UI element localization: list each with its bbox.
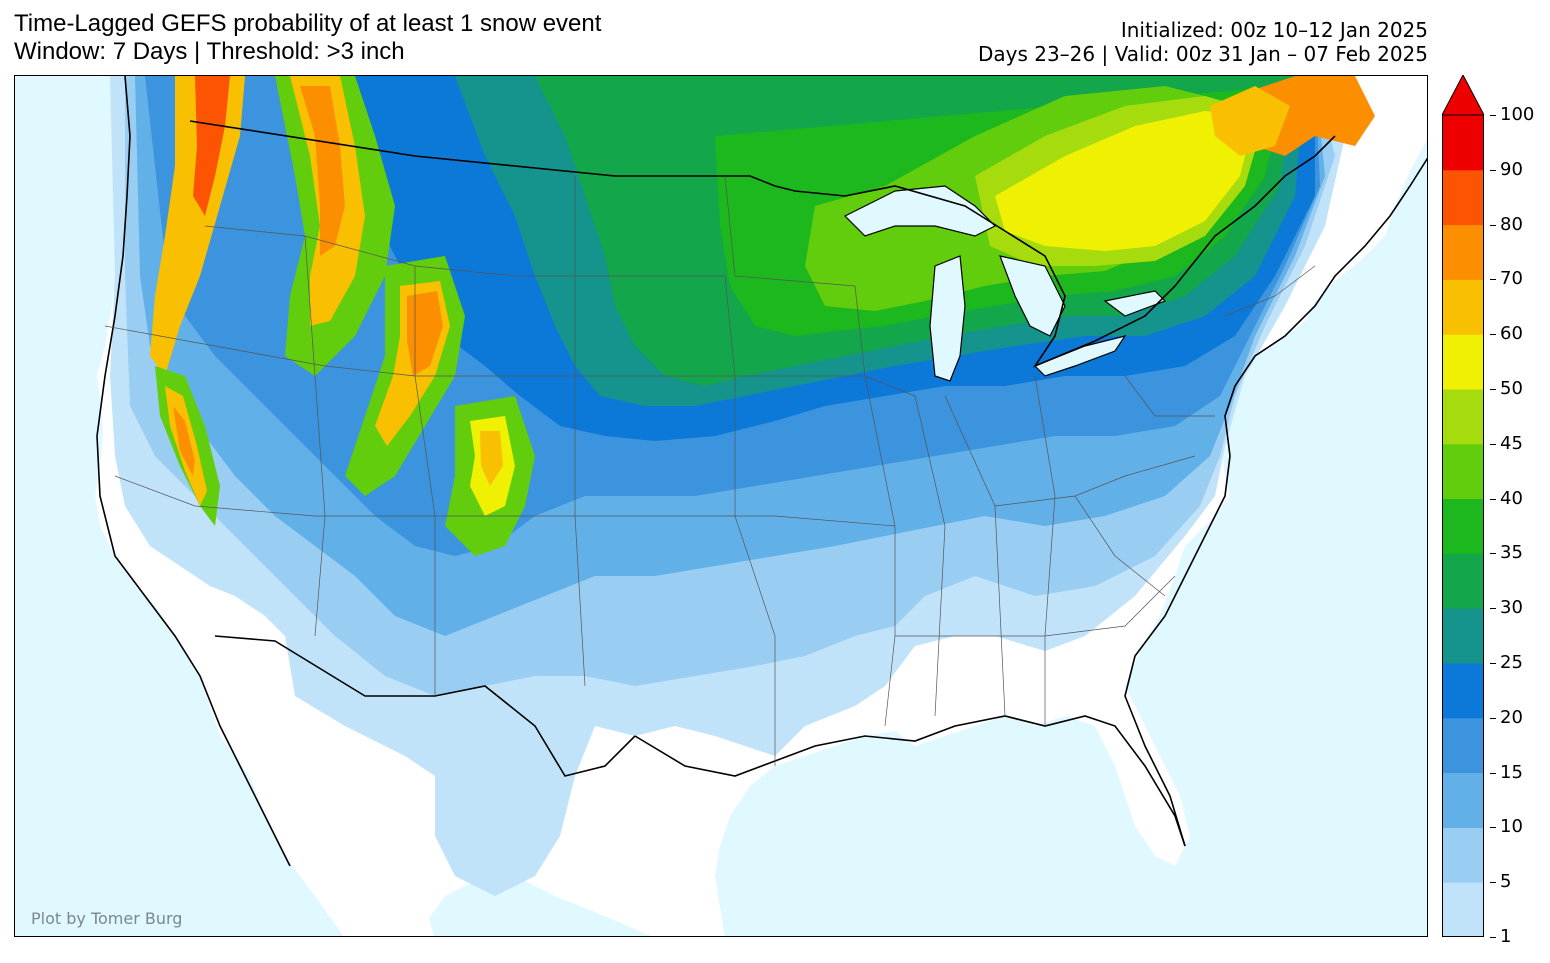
colorbar-swatch: [1442, 663, 1484, 719]
us-mexico-border: [214, 635, 636, 777]
colorbar-tick-mark: [1490, 498, 1496, 500]
field-cascades-80: [193, 76, 230, 216]
us-canada-border: [189, 120, 1336, 368]
colorbar-tick-mark: [1490, 827, 1496, 829]
field-wy-80: [407, 291, 443, 376]
political-boundaries: [96, 76, 1427, 867]
colorbar-tick-mark: [1490, 608, 1496, 610]
colorbar-swatch: [1442, 553, 1484, 609]
colorbar-swatch: [1442, 443, 1484, 500]
colorbar-tick-label: 30: [1500, 597, 1523, 619]
map-panel[interactable]: Plot by Tomer Burg: [14, 75, 1428, 937]
colorbar-swatch: [1442, 224, 1484, 280]
colorbar: [1442, 75, 1484, 937]
colorbar-tick-mark: [1490, 169, 1496, 171]
colorbar-swatches: [1442, 115, 1484, 937]
colorbar-tick-mark: [1490, 279, 1496, 281]
lake-superior: [843, 185, 997, 237]
colorbar-ticks: 1 5 10 15 20 25 30 35 40 45 50 60 70 80 90 100: [1490, 75, 1550, 946]
colorbar-tick-mark: [1490, 553, 1496, 555]
field-50-60: [995, 111, 1255, 251]
colorbar-tick-mark: [1490, 115, 1496, 116]
colorbar-tick-mark: [1490, 663, 1496, 664]
colorbar-swatch: [1442, 115, 1484, 171]
gulf-coastline: [634, 715, 1186, 847]
title-line-2: Window: 7 Days | Threshold: >3 inch: [14, 38, 405, 65]
snow-probability-map[interactable]: [15, 76, 1428, 937]
credit-label: Plot by Tomer Burg: [31, 909, 183, 928]
colorbar-tick-label: 1: [1500, 926, 1512, 947]
colorbar-tick-label: 50: [1500, 378, 1523, 399]
lake-ontario: [1103, 290, 1167, 317]
field-cascades-60: [150, 76, 245, 376]
field-sierra-70: [173, 406, 195, 476]
colorbar-swatch: [1442, 717, 1484, 774]
colorbar-tick-label: 70: [1500, 268, 1523, 290]
colorbar-tick-mark: [1490, 772, 1496, 774]
field-quebec-yellow: [1210, 86, 1290, 156]
colorbar-swatch: [1442, 772, 1484, 828]
colorbar-swatch: [1442, 882, 1484, 937]
colorbar-outline: [1442, 114, 1484, 937]
lake-michigan: [929, 255, 966, 382]
map-title: Time-Lagged GEFS probability of at least…: [14, 10, 601, 66]
colorbar-tick-label: 15: [1500, 761, 1523, 783]
west-coastline: [96, 76, 291, 867]
colorbar-swatch: [1442, 279, 1484, 335]
colorbar-tick-label: 100: [1500, 104, 1535, 125]
colorbar-tick-mark: [1490, 334, 1496, 336]
colorbar-swatch: [1442, 608, 1484, 664]
field-co-70: [480, 431, 503, 486]
mexico-land: [215, 636, 435, 936]
colorbar-tick-label: 60: [1500, 323, 1523, 345]
init-time-label: Initialized: 00z 10–12 Jan 2025: [1120, 18, 1428, 42]
colorbar-tick-mark: [1490, 937, 1496, 938]
east-coastline: [1124, 157, 1427, 847]
lake-huron: [999, 255, 1066, 337]
colorbar-tick-label: 35: [1500, 542, 1523, 564]
colorbar-tick-label: 90: [1500, 158, 1523, 180]
title-line-1: Time-Lagged GEFS probability of at least…: [14, 10, 602, 37]
run-info: Initialized: 00z 10–12 Jan 2025 Days 23–…: [978, 18, 1428, 66]
colorbar-tick-label: 25: [1500, 652, 1523, 673]
colorbar-tick-label: 80: [1500, 213, 1523, 235]
state-lines: [104, 175, 1316, 766]
colorbar-swatch: [1442, 169, 1484, 226]
colorbar-tick-label: 20: [1500, 706, 1523, 728]
colorbar-tick-mark: [1490, 443, 1496, 445]
colorbar-tick-label: 40: [1500, 487, 1523, 509]
colorbar-extend-arrow: [1442, 75, 1484, 116]
colorbar-tick-mark: [1490, 389, 1496, 390]
colorbar-swatch: [1442, 498, 1484, 554]
colorbar-tick-label: 45: [1500, 432, 1523, 454]
colorbar-tick-mark: [1490, 717, 1496, 719]
colorbar-swatch: [1442, 334, 1484, 390]
colorbar-swatch: [1442, 827, 1484, 883]
colorbar-tick-mark: [1490, 224, 1496, 226]
colorbar-swatch: [1442, 389, 1484, 445]
field-nrockies-70: [300, 86, 345, 256]
valid-time-label: Days 23–26 | Valid: 00z 31 Jan – 07 Feb …: [977, 42, 1428, 66]
colorbar-tick-mark: [1490, 882, 1496, 884]
colorbar-tick-label: 5: [1500, 871, 1512, 893]
colorbar-tick-label: 10: [1500, 816, 1523, 838]
